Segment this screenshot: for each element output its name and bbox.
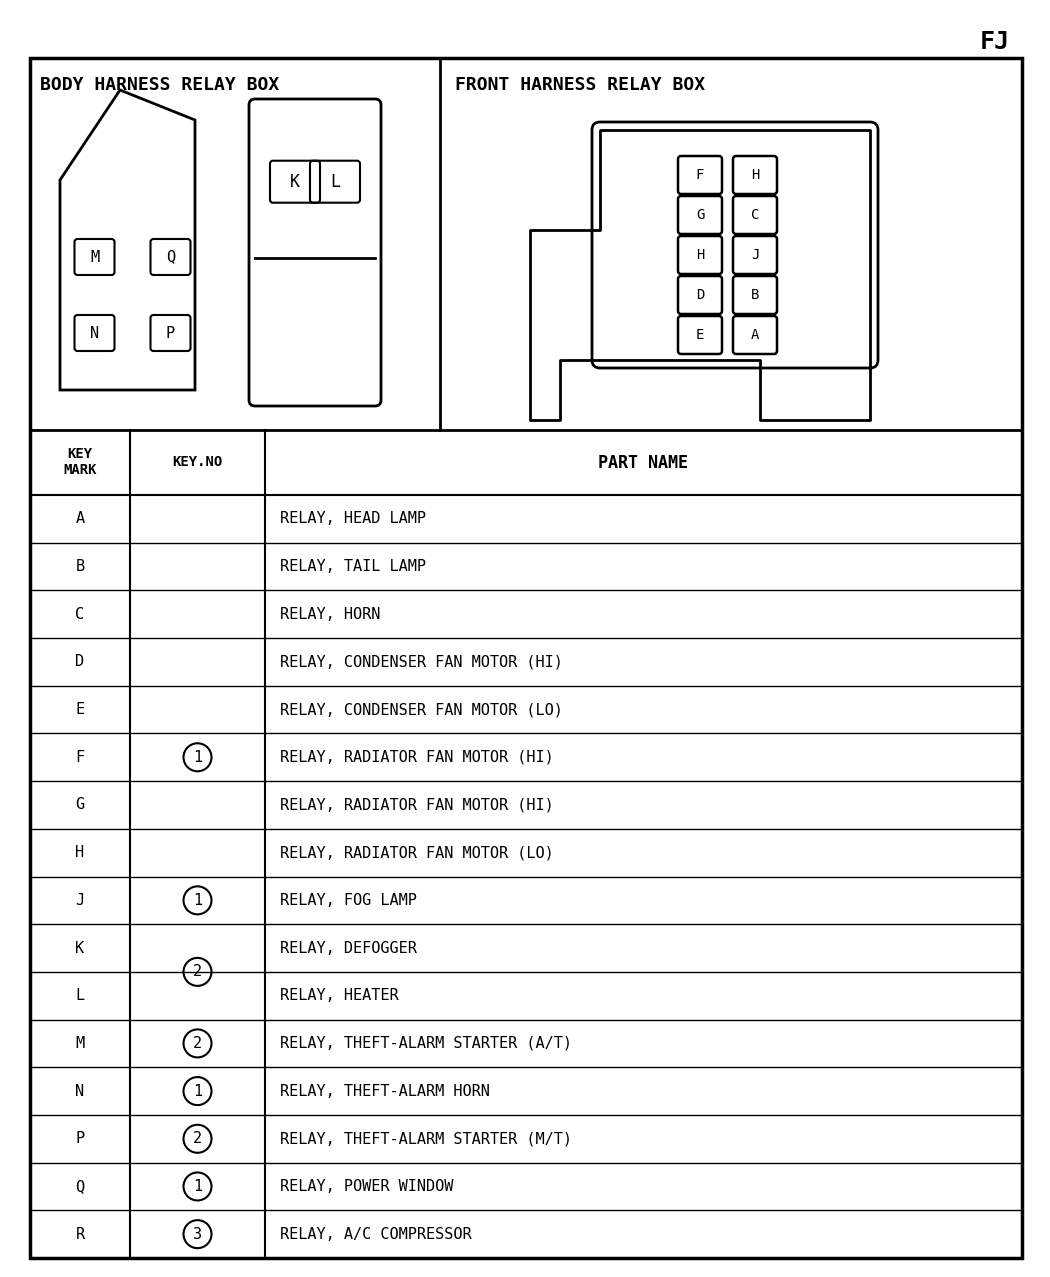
Text: RELAY, A/C COMPRESSOR: RELAY, A/C COMPRESSOR (280, 1227, 471, 1241)
Text: C: C (76, 607, 85, 622)
Text: RELAY, HORN: RELAY, HORN (280, 607, 380, 622)
Text: K: K (76, 941, 85, 955)
Text: 1: 1 (193, 750, 202, 765)
Text: RELAY, CONDENSER FAN MOTOR (LO): RELAY, CONDENSER FAN MOTOR (LO) (280, 702, 563, 718)
Text: PART NAME: PART NAME (598, 453, 689, 471)
Text: G: G (76, 797, 85, 812)
Text: J: J (76, 893, 85, 908)
Text: RELAY, POWER WINDOW: RELAY, POWER WINDOW (280, 1179, 454, 1194)
Text: F: F (696, 169, 705, 183)
Text: M: M (76, 1036, 85, 1051)
Text: B: B (751, 289, 759, 301)
Text: F: F (76, 750, 85, 765)
Text: Q: Q (76, 1179, 85, 1194)
Text: RELAY, DEFOGGER: RELAY, DEFOGGER (280, 941, 417, 955)
Text: RELAY, FOG LAMP: RELAY, FOG LAMP (280, 893, 417, 908)
Text: KEY: KEY (67, 447, 92, 461)
Text: RELAY, TAIL LAMP: RELAY, TAIL LAMP (280, 559, 426, 575)
Text: Q: Q (166, 249, 175, 264)
Text: G: G (696, 208, 705, 222)
Text: 1: 1 (193, 1084, 202, 1098)
Text: M: M (90, 249, 99, 264)
Text: J: J (751, 248, 759, 262)
Text: RELAY, RADIATOR FAN MOTOR (HI): RELAY, RADIATOR FAN MOTOR (HI) (280, 750, 553, 765)
Text: L: L (76, 988, 85, 1004)
Text: R: R (76, 1227, 85, 1241)
Text: E: E (76, 702, 85, 718)
Text: P: P (166, 326, 175, 341)
Text: D: D (696, 289, 705, 301)
Text: N: N (90, 326, 99, 341)
Text: E: E (696, 328, 705, 342)
Text: D: D (76, 654, 85, 669)
Text: 2: 2 (193, 1036, 202, 1051)
Text: 1: 1 (193, 893, 202, 908)
Text: H: H (696, 248, 705, 262)
Text: FRONT HARNESS RELAY BOX: FRONT HARNESS RELAY BOX (455, 77, 706, 94)
Text: MARK: MARK (63, 464, 97, 478)
Text: 2: 2 (193, 1131, 202, 1147)
Text: RELAY, HEATER: RELAY, HEATER (280, 988, 399, 1004)
Text: 2: 2 (193, 964, 202, 979)
Text: H: H (751, 169, 759, 183)
Text: BODY HARNESS RELAY BOX: BODY HARNESS RELAY BOX (40, 77, 279, 94)
Text: B: B (76, 559, 85, 575)
Text: H: H (76, 845, 85, 861)
Text: A: A (76, 511, 85, 526)
Text: RELAY, THEFT-ALARM HORN: RELAY, THEFT-ALARM HORN (280, 1084, 490, 1098)
Text: RELAY, RADIATOR FAN MOTOR (HI): RELAY, RADIATOR FAN MOTOR (HI) (280, 797, 553, 812)
Text: RELAY, HEAD LAMP: RELAY, HEAD LAMP (280, 511, 426, 526)
Text: RELAY, THEFT-ALARM STARTER (A/T): RELAY, THEFT-ALARM STARTER (A/T) (280, 1036, 572, 1051)
Text: RELAY, RADIATOR FAN MOTOR (LO): RELAY, RADIATOR FAN MOTOR (LO) (280, 845, 553, 861)
Text: KEY.NO: KEY.NO (172, 456, 223, 470)
Text: N: N (76, 1084, 85, 1098)
Text: 1: 1 (193, 1179, 202, 1194)
Text: A: A (751, 328, 759, 342)
Text: FJ: FJ (980, 29, 1010, 54)
Text: RELAY, CONDENSER FAN MOTOR (HI): RELAY, CONDENSER FAN MOTOR (HI) (280, 654, 563, 669)
Text: 3: 3 (193, 1227, 202, 1241)
Text: C: C (751, 208, 759, 222)
Text: P: P (76, 1131, 85, 1147)
Text: L: L (330, 172, 340, 190)
Text: RELAY, THEFT-ALARM STARTER (M/T): RELAY, THEFT-ALARM STARTER (M/T) (280, 1131, 572, 1147)
Text: K: K (290, 172, 300, 190)
